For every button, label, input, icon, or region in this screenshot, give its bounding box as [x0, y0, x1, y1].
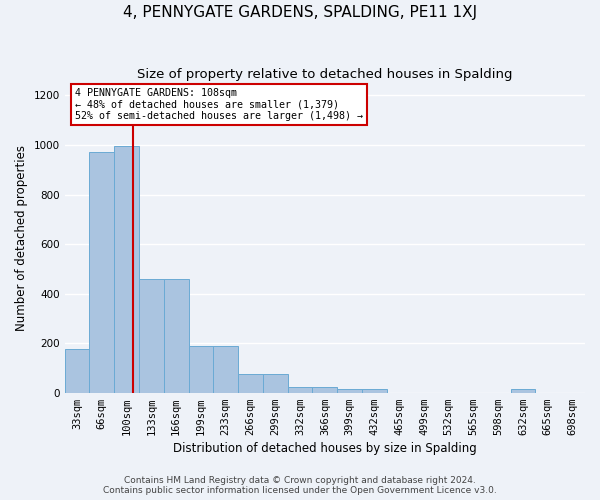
- Y-axis label: Number of detached properties: Number of detached properties: [15, 145, 28, 331]
- Bar: [114, 146, 139, 392]
- Bar: [139, 278, 164, 392]
- Text: 4, PENNYGATE GARDENS, SPALDING, PE11 1XJ: 4, PENNYGATE GARDENS, SPALDING, PE11 1XJ: [123, 5, 477, 20]
- Text: Contains HM Land Registry data © Crown copyright and database right 2024.
Contai: Contains HM Land Registry data © Crown c…: [103, 476, 497, 495]
- Bar: [89, 152, 114, 392]
- Bar: [238, 374, 263, 392]
- Bar: [164, 278, 188, 392]
- Bar: [337, 389, 362, 392]
- X-axis label: Distribution of detached houses by size in Spalding: Distribution of detached houses by size …: [173, 442, 477, 455]
- Bar: [287, 386, 313, 392]
- Bar: [263, 374, 287, 392]
- Bar: [188, 346, 214, 393]
- Title: Size of property relative to detached houses in Spalding: Size of property relative to detached ho…: [137, 68, 512, 80]
- Bar: [313, 386, 337, 392]
- Bar: [511, 389, 535, 392]
- Bar: [65, 350, 89, 393]
- Bar: [214, 346, 238, 393]
- Text: 4 PENNYGATE GARDENS: 108sqm
← 48% of detached houses are smaller (1,379)
52% of : 4 PENNYGATE GARDENS: 108sqm ← 48% of det…: [75, 88, 363, 121]
- Bar: [362, 389, 387, 392]
